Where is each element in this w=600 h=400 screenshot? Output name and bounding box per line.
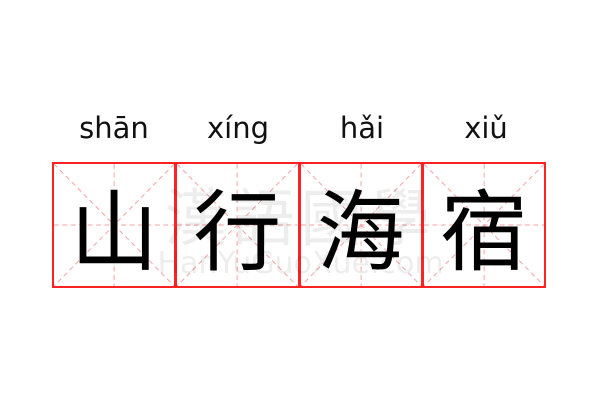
pinyin-1: shān [79, 111, 149, 145]
pinyin-3: hǎi [339, 111, 385, 145]
char-box: 海 [298, 162, 423, 288]
char-box: 行 [175, 162, 300, 288]
hanzi: 宿 [439, 180, 528, 284]
guide-lines [300, 164, 421, 286]
character-grid: 山 行 海 宿 [52, 162, 549, 288]
char-box: 宿 [421, 162, 546, 288]
hanzi: 行 [193, 180, 282, 284]
guide-lines [54, 164, 175, 286]
hanzi: 海 [316, 180, 405, 284]
guide-lines [177, 164, 298, 286]
pinyin-2: xíng [206, 111, 269, 145]
char-box: 山 [52, 162, 177, 288]
guide-lines [423, 164, 544, 286]
hanzi: 山 [70, 180, 159, 284]
pinyin-4: xiǔ [464, 111, 508, 145]
